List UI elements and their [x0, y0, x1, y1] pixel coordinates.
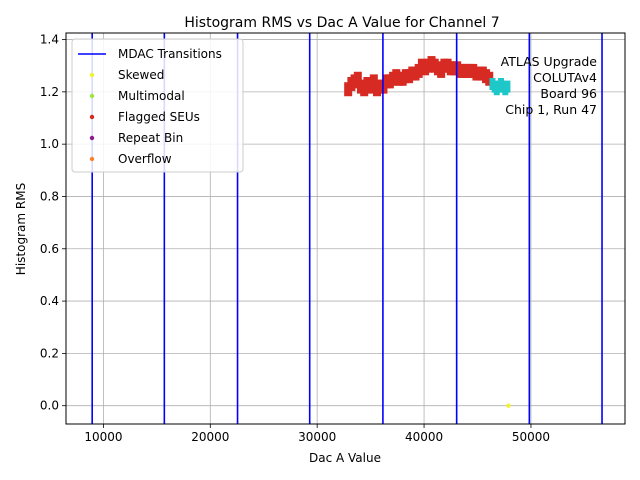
y-tick-label: 1.4: [40, 33, 59, 47]
y-tick-label: 0.2: [40, 346, 59, 360]
y-tick-label: 1.0: [40, 137, 59, 151]
data-point: [506, 403, 511, 408]
legend-point-swatch: [89, 135, 95, 141]
annotation-block: ATLAS Upgrade COLUTAv4 Board 96 Chip 1, …: [501, 54, 598, 117]
x-tick-label: 20000: [191, 430, 229, 444]
legend-box: [71, 38, 244, 173]
x-tick-label: 40000: [405, 430, 443, 444]
x-axis-ticks: 10000 20000 30000 40000 50000: [84, 424, 550, 444]
legend-label: Flagged SEUs: [118, 110, 200, 124]
data-point: [353, 71, 362, 86]
legend-point-swatch: [89, 72, 95, 78]
annotation-line-3: Board 96: [540, 86, 597, 101]
legend: MDAC Transitions Skewed Multimodal Flagged …: [71, 38, 244, 173]
data-point: [504, 80, 511, 93]
y-tick-label: 0.8: [40, 189, 59, 203]
y-tick-label: 1.2: [40, 85, 59, 99]
plot-frame: [65, 32, 626, 425]
y-axis-ticks: 0.0 0.2 0.4 0.6 0.8 1.0 1.2 1.4: [40, 33, 66, 413]
legend-point-swatch: [89, 156, 95, 162]
legend-label: MDAC Transitions: [118, 47, 222, 61]
legend-label: Repeat Bin: [118, 131, 183, 145]
data-point: [485, 71, 494, 86]
data-point: [369, 74, 378, 89]
x-axis-label: Dac A Value: [309, 451, 381, 465]
y-tick-label: 0.6: [40, 242, 59, 256]
legend-point-swatch: [89, 93, 95, 99]
x-tick-label: 50000: [512, 430, 550, 444]
y-tick-label: 0.0: [40, 399, 59, 413]
x-tick-label: 30000: [298, 430, 336, 444]
legend-point-swatch: [89, 114, 95, 120]
x-tick-label: 10000: [84, 430, 122, 444]
chart-title: Histogram RMS vs Dac A Value for Channel…: [184, 15, 499, 31]
data-points: [344, 56, 511, 408]
legend-label: Skewed: [118, 68, 164, 82]
annotation-line-2: COLUTAv4: [533, 70, 597, 85]
annotation-line-1: ATLAS Upgrade: [501, 54, 598, 69]
y-axis-label: Histogram RMS: [14, 183, 28, 275]
legend-label: Overflow: [118, 152, 172, 166]
y-tick-label: 0.4: [40, 294, 59, 308]
annotation-line-4: Chip 1, Run 47: [505, 102, 597, 117]
legend-label: Multimodal: [118, 89, 185, 103]
